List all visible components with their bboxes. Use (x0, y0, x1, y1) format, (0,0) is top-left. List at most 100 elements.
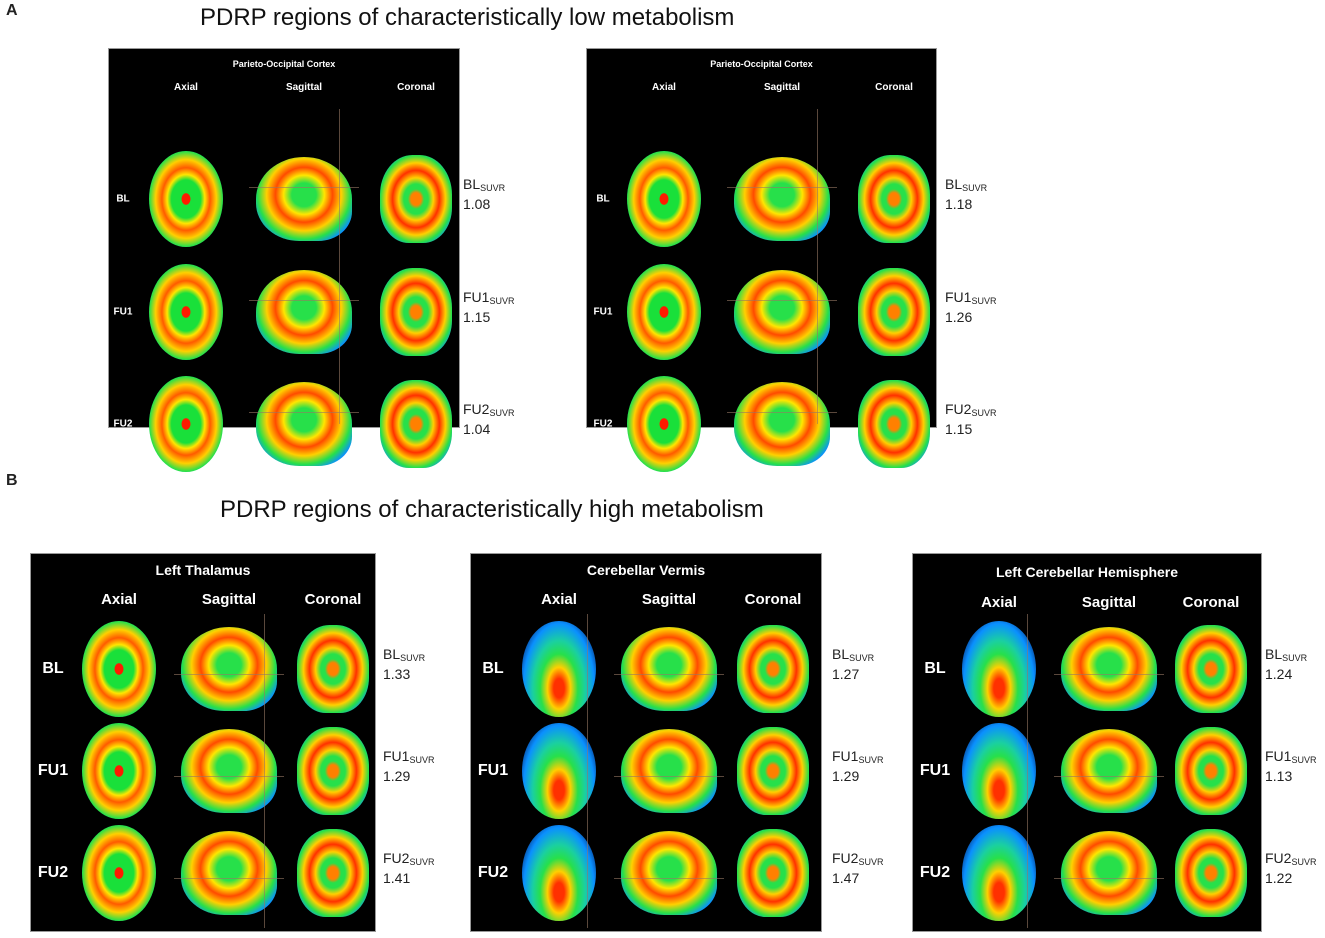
row-label: BL (596, 193, 610, 205)
pet-coronal-slice (1175, 829, 1247, 917)
crosshair-line (587, 614, 588, 928)
pet-sagittal-slice (734, 157, 830, 241)
row-label: FU1 (37, 762, 69, 779)
pet-coronal-slice (380, 155, 452, 243)
suvr-value: FU1SUVR 1.15 (463, 289, 514, 325)
pet-axial-slice (149, 376, 223, 472)
panel-letter-b: B (6, 472, 18, 489)
pet-axial-slice (627, 376, 701, 472)
suvr-number: 1.24 (1265, 666, 1293, 682)
suvr-number: 1.33 (383, 666, 411, 682)
row-label: BL (42, 660, 64, 677)
suvr-number: 1.26 (945, 309, 973, 325)
pet-panel: Parieto-Occipital Cortex Axial Sagittal Cor… (586, 48, 937, 472)
section-b-title: PDRP regions of characteristically high … (220, 496, 764, 523)
suvr-number: 1.08 (463, 196, 491, 212)
suvr-subscript: SUVR (1282, 653, 1308, 663)
suvr-subscript: SUVR (858, 755, 884, 765)
row-label: FU2 (593, 418, 613, 430)
suvr-number: 1.29 (832, 768, 860, 784)
column-header-axial: Axial (652, 82, 676, 93)
pet-coronal-slice (380, 380, 452, 468)
pet-coronal-slice (737, 625, 809, 713)
suvr-value: BLSUVR 1.18 (945, 176, 987, 212)
suvr-subscript: SUVR (971, 408, 997, 418)
crosshair-line (249, 187, 359, 188)
row-label: FU2 (919, 864, 951, 881)
pet-axial-slice (82, 621, 156, 717)
crosshair-line (1054, 776, 1164, 777)
panel-letter-a: A (6, 2, 18, 19)
suvr-timepoint: FU2 (383, 850, 410, 866)
crosshair-line (174, 776, 284, 777)
suvr-number: 1.47 (832, 870, 860, 886)
crosshair-line (1027, 614, 1028, 928)
pet-coronal-slice (858, 268, 930, 356)
pet-axial-slice (522, 825, 596, 921)
pet-sagittal-slice (256, 157, 352, 241)
column-header-coronal: Coronal (304, 591, 362, 608)
suvr-timepoint: BL (1265, 646, 1283, 662)
pet-coronal-slice (737, 829, 809, 917)
pet-sagittal-slice (621, 627, 717, 711)
column-header-axial: Axial (101, 591, 137, 608)
row-label: FU1 (113, 306, 133, 318)
suvr-subscript: SUVR (849, 653, 875, 663)
column-header-coronal: Coronal (1182, 594, 1240, 611)
suvr-number: 1.15 (463, 309, 491, 325)
suvr-timepoint: FU2 (945, 401, 972, 417)
suvr-value: BLSUVR 1.08 (463, 176, 505, 212)
crosshair-line (727, 412, 837, 413)
suvr-subscript: SUVR (400, 653, 426, 663)
suvr-timepoint: FU1 (383, 748, 410, 764)
pet-coronal-slice (737, 727, 809, 815)
pet-coronal-slice (858, 155, 930, 243)
suvr-number: 1.27 (832, 666, 860, 682)
suvr-number: 1.29 (383, 768, 411, 784)
pet-sagittal-slice (1061, 627, 1157, 711)
row-label: FU2 (113, 418, 133, 430)
suvr-value: BLSUVR 1.27 (832, 646, 874, 682)
suvr-value: FU2SUVR 1.22 (1265, 850, 1316, 886)
suvr-timepoint: FU2 (1265, 850, 1292, 866)
column-header-coronal: Coronal (744, 591, 802, 608)
suvr-timepoint: FU2 (832, 850, 859, 866)
suvr-subscript: SUVR (1291, 755, 1317, 765)
pet-sagittal-slice (621, 831, 717, 915)
suvr-subscript: SUVR (971, 296, 997, 306)
pet-axial-slice (962, 825, 1036, 921)
crosshair-line (249, 412, 359, 413)
crosshair-line (727, 300, 837, 301)
pet-coronal-slice (858, 380, 930, 468)
crosshair-line (249, 300, 359, 301)
pet-sagittal-slice (734, 382, 830, 466)
pet-panel: Left Cerebellar Hemisphere Axial Sagittal C… (912, 553, 1262, 932)
suvr-number: 1.13 (1265, 768, 1293, 784)
crosshair-line (614, 776, 724, 777)
column-header-coronal: Coronal (875, 82, 913, 93)
crosshair-line (1054, 674, 1164, 675)
suvr-timepoint: FU1 (945, 289, 972, 305)
section-a-title: PDRP regions of characteristically low m… (200, 4, 735, 31)
row-label: FU1 (919, 762, 951, 779)
pet-axial-slice (522, 621, 596, 717)
crosshair-line (1054, 878, 1164, 879)
suvr-value: FU2SUVR 1.41 (383, 850, 434, 886)
pet-axial-slice (522, 723, 596, 819)
pet-coronal-slice (297, 829, 369, 917)
pet-sagittal-slice (181, 627, 277, 711)
suvr-timepoint: FU1 (1265, 748, 1292, 764)
crosshair-line (174, 878, 284, 879)
row-label: BL (116, 193, 130, 205)
suvr-value: FU1SUVR 1.29 (832, 748, 883, 784)
crosshair-line (174, 674, 284, 675)
suvr-value: FU2SUVR 1.15 (945, 401, 996, 437)
suvr-timepoint: BL (463, 176, 481, 192)
pet-axial-slice (149, 151, 223, 247)
suvr-number: 1.15 (945, 421, 973, 437)
row-label: BL (924, 660, 946, 677)
suvr-number: 1.22 (1265, 870, 1293, 886)
panel-title: Cerebellar Vermis (586, 562, 706, 578)
pet-sagittal-slice (256, 270, 352, 354)
suvr-subscript: SUVR (489, 408, 515, 418)
